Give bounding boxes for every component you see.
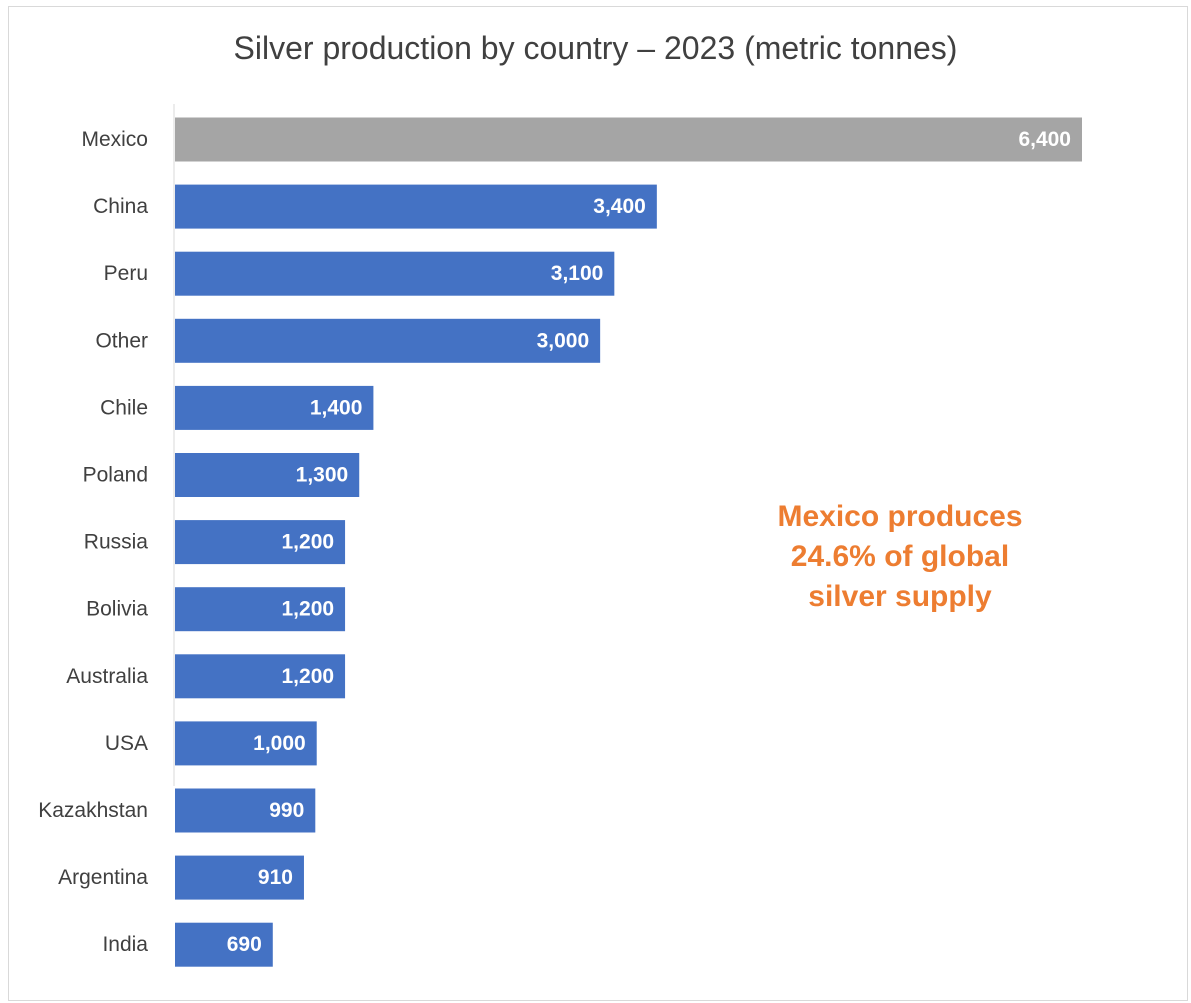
category-labels-group: Mexico China Peru Other Chile Poland Russia Bol…	[38, 128, 148, 956]
category-label: Kazakhstan	[38, 799, 148, 822]
data-label: 1,000	[253, 732, 306, 755]
bar-poland	[175, 453, 360, 497]
data-label: 6,400	[1018, 128, 1071, 151]
bar-india	[175, 922, 273, 967]
chart-title: Silver production by country – 2023 (met…	[233, 30, 958, 66]
category-label: Peru	[104, 262, 148, 285]
annotation-callout: Mexico produces 24.6% of global silver s…	[700, 497, 1100, 617]
data-label: 1,300	[296, 464, 349, 487]
bar-russia	[175, 520, 346, 565]
category-label: Other	[95, 329, 148, 352]
category-label: Australia	[66, 665, 148, 688]
category-label: India	[102, 933, 148, 956]
bar-kazakhstan	[175, 788, 316, 833]
category-label: Bolivia	[86, 598, 148, 621]
data-label: 1,400	[310, 396, 363, 419]
data-labels-group: 6,400 3,400 3,100 3,000 1,400 1,300 1,200 1,200…	[227, 128, 1071, 956]
data-label: 3,000	[537, 329, 590, 352]
bar-argentina	[175, 855, 304, 900]
category-label: Russia	[84, 531, 149, 554]
data-label: 690	[227, 933, 262, 956]
category-label: USA	[105, 732, 148, 755]
bar-china	[175, 184, 657, 229]
bar-peru	[175, 251, 615, 296]
category-label: Mexico	[81, 128, 148, 151]
bars-group	[175, 117, 1082, 967]
category-label: Argentina	[58, 866, 148, 889]
annotation-line-2: 24.6% of global	[790, 540, 1010, 573]
annotation-line-3: silver supply	[808, 580, 992, 613]
bar-australia	[175, 654, 346, 699]
category-label: Poland	[83, 464, 148, 487]
data-label: 3,400	[593, 195, 646, 218]
bar-other	[175, 318, 601, 363]
data-label: 1,200	[282, 598, 335, 621]
category-label: China	[93, 195, 148, 218]
annotation-line-1: Mexico produces	[777, 500, 1023, 533]
data-label: 910	[258, 866, 293, 889]
bar-usa	[175, 721, 317, 766]
bar-mexico	[175, 117, 1082, 162]
bar-chile	[175, 385, 374, 430]
data-label: 1,200	[282, 531, 335, 554]
chart-frame	[8, 6, 1188, 1001]
data-label: 3,100	[551, 262, 604, 285]
category-label: Chile	[100, 396, 148, 419]
data-label: 990	[269, 799, 304, 822]
data-label: 1,200	[282, 665, 335, 688]
bar-bolivia	[175, 587, 346, 632]
